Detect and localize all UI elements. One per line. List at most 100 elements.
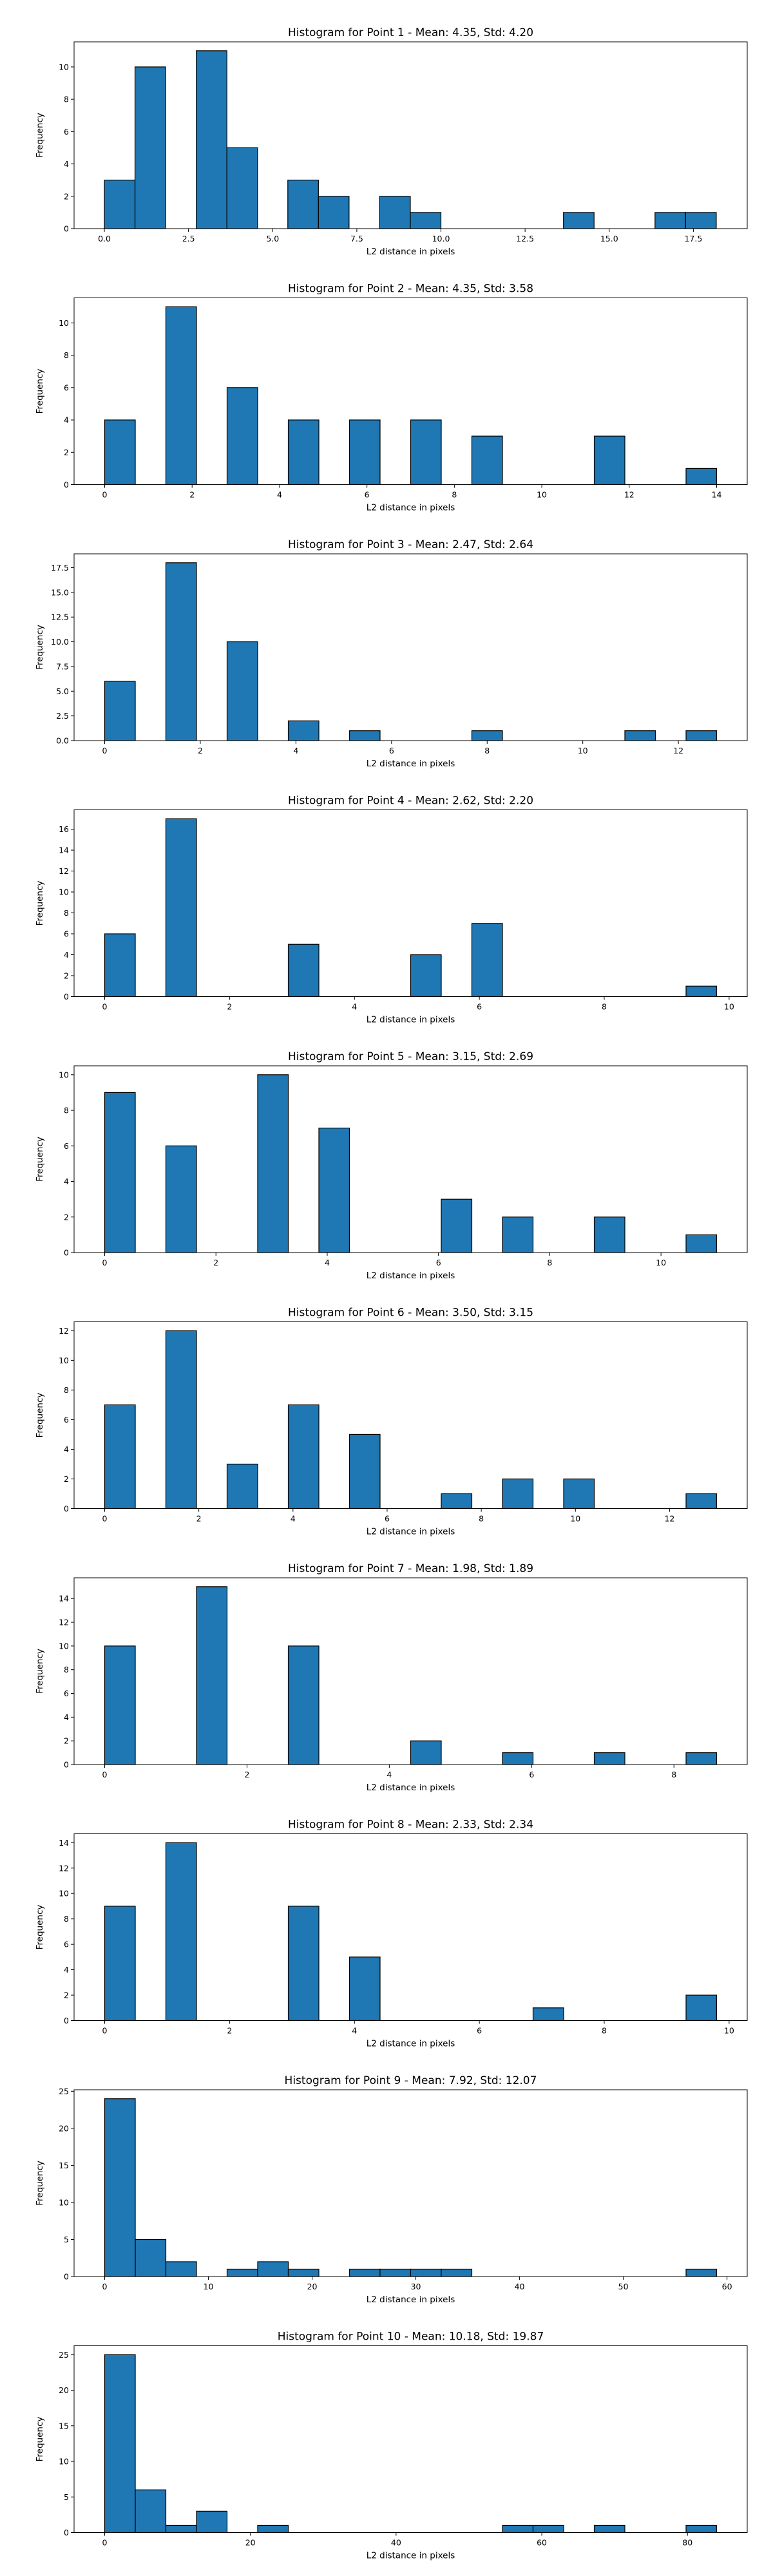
histogram-bar xyxy=(104,180,136,229)
x-tick-label: 7.5 xyxy=(350,234,363,243)
x-tick-label: 4 xyxy=(325,1258,330,1267)
histogram-bar xyxy=(502,1217,534,1253)
histogram-bar xyxy=(410,1740,442,1765)
histogram-bar xyxy=(104,681,136,741)
histogram-bar xyxy=(165,818,197,998)
x-tick-label: 14 xyxy=(712,490,722,500)
histogram-bar xyxy=(410,419,442,486)
histogram-bar xyxy=(226,2268,258,2277)
y-tick-label: 10 xyxy=(59,2457,69,2467)
histogram-bar xyxy=(348,419,381,486)
y-tick-label: 8 xyxy=(64,1385,69,1395)
x-tick-label: 2.5 xyxy=(182,234,195,243)
x-tick-label: 10 xyxy=(724,1002,734,1012)
x-tick-label: 8 xyxy=(452,490,457,500)
histogram-bar xyxy=(257,1074,289,1253)
y-tick-label: 10 xyxy=(59,62,69,71)
chart-title: Histogram for Point 9 - Mean: 7.92, Std:… xyxy=(285,2074,537,2087)
y-tick-label: 4 xyxy=(64,950,69,960)
histogram-panel: 0 2 4 6 8 10 0 2 4 6 8 10 12 14 Histogram for Point 8 … xyxy=(35,1819,748,2049)
axes-frame xyxy=(73,41,748,229)
x-tick-label: 40 xyxy=(391,2538,401,2548)
y-tick-label: 20 xyxy=(59,2385,69,2395)
y-tick-label: 10 xyxy=(59,2197,69,2207)
histogram-bar xyxy=(165,2261,197,2277)
histogram-bar xyxy=(502,1752,534,1765)
y-tick-label: 14 xyxy=(59,846,69,855)
histogram-bar xyxy=(104,2098,136,2277)
histogram-panel: 0 2 4 6 8 10 0 2 4 6 8 10 Histogram for Point 5 - Me… xyxy=(35,1050,748,1281)
y-tick-label: 10 xyxy=(59,1356,69,1365)
chart-title: Histogram for Point 8 - Mean: 2.33, Std:… xyxy=(288,1819,533,1832)
x-tick-label: 5.0 xyxy=(266,234,279,243)
y-tick-label: 4 xyxy=(64,1177,69,1186)
chart-title: Histogram for Point 3 - Mean: 2.47, Std:… xyxy=(288,538,533,551)
histogram-bar xyxy=(685,2268,718,2277)
histogram-bar xyxy=(287,1906,320,2022)
y-axis-label: Frequency xyxy=(35,2417,45,2462)
x-tick-label: 2 xyxy=(198,746,203,755)
y-tick-label: 4 xyxy=(64,415,69,425)
x-tick-label: 8 xyxy=(602,2026,607,2036)
histogram-bar xyxy=(226,641,258,741)
x-tick-label: 0 xyxy=(102,1002,108,1012)
x-tick-label: 60 xyxy=(722,2282,732,2291)
y-tick-label: 0 xyxy=(64,992,69,1001)
histogram-bar xyxy=(348,1956,381,2022)
histogram-panel: 0 2 4 6 8 10 12 0 2 4 6 8 10 12 Histogram for Point 6 … xyxy=(35,1307,748,1537)
histogram-panel: 0 2 4 6 8 0 2 4 6 8 10 12 14 Histogram for Point 7 - … xyxy=(35,1562,748,1793)
histogram-panel: 0 10 20 30 40 50 60 0 5 10 15 20 25 Histogram for Poi… xyxy=(35,2074,748,2305)
y-tick-label: 10 xyxy=(59,318,69,328)
y-tick-label: 6 xyxy=(64,1940,69,1949)
histogram-bar xyxy=(685,1493,718,1510)
histogram-bar xyxy=(165,2524,197,2533)
histogram-bar xyxy=(104,1906,136,2022)
histogram-bar xyxy=(685,1994,718,2022)
axes-frame xyxy=(73,810,748,997)
x-tick-label: 60 xyxy=(537,2538,547,2548)
y-tick-label: 0 xyxy=(64,1760,69,1770)
y-axis-label: Frequency xyxy=(35,2161,45,2206)
x-tick-label: 6 xyxy=(477,2026,482,2036)
x-tick-label: 10 xyxy=(537,490,547,500)
y-tick-label: 10.0 xyxy=(51,637,69,647)
y-tick-label: 8 xyxy=(64,908,69,918)
x-tick-label: 12 xyxy=(664,1514,674,1524)
x-tick-label: 6 xyxy=(529,1770,534,1779)
x-axis-label: L2 distance in pixels xyxy=(367,2551,455,2561)
axes-frame xyxy=(73,1577,748,1765)
x-tick-label: 12 xyxy=(673,746,683,755)
histogram-bar xyxy=(654,212,686,229)
y-tick-label: 2 xyxy=(64,1474,69,1484)
histogram-bar xyxy=(318,196,350,229)
y-tick-label: 2 xyxy=(64,1212,69,1222)
y-tick-label: 10 xyxy=(59,1641,69,1651)
y-tick-label: 12.5 xyxy=(51,612,69,622)
histogram-bar xyxy=(196,1586,228,1765)
x-tick-label: 8 xyxy=(479,1514,484,1524)
y-tick-label: 8 xyxy=(64,350,69,360)
x-tick-label: 8 xyxy=(602,1002,607,1012)
x-tick-label: 12.5 xyxy=(516,234,534,243)
histogram-bar xyxy=(348,730,381,741)
x-tick-label: 6 xyxy=(389,746,394,755)
y-tick-label: 2.5 xyxy=(56,711,69,721)
histogram-panel: 0 20 40 60 80 0 5 10 15 20 25 Histogram for Point 1… xyxy=(35,2331,748,2561)
x-tick-label: 0 xyxy=(102,1258,108,1267)
histogram-bar xyxy=(287,1404,320,1510)
x-tick-label: 30 xyxy=(411,2282,421,2291)
histogram-bar xyxy=(287,419,320,486)
x-tick-label: 40 xyxy=(515,2282,525,2291)
y-tick-label: 8 xyxy=(64,1665,69,1674)
axes-frame xyxy=(73,2089,748,2277)
x-tick-label: 50 xyxy=(618,2282,629,2291)
histogram-bar xyxy=(226,387,258,486)
histogram-bar xyxy=(624,730,656,741)
x-tick-label: 0 xyxy=(102,1770,108,1779)
y-axis-label: Frequency xyxy=(35,1393,45,1438)
x-tick-label: 4 xyxy=(352,1002,357,1012)
histogram-bar xyxy=(165,1145,197,1253)
axes-frame xyxy=(73,1321,748,1509)
x-tick-label: 2 xyxy=(244,1770,249,1779)
histogram-bar xyxy=(441,1493,473,1510)
